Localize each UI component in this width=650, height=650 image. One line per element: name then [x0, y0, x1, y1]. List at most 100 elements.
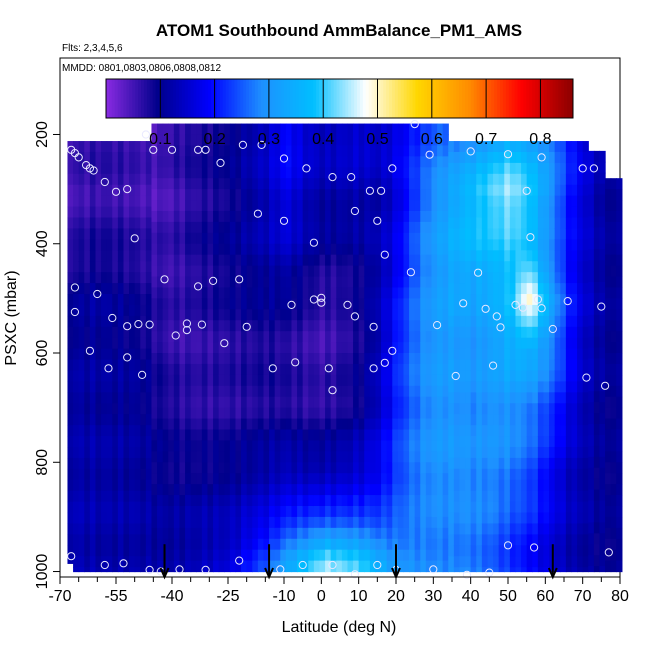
heatmap-cell — [403, 167, 410, 179]
heatmap-cell — [543, 337, 550, 350]
sample-point — [111, 187, 121, 196]
heatmap-cell — [577, 567, 584, 573]
heatmap-cell — [213, 462, 220, 474]
heatmap-cell — [274, 505, 281, 518]
heatmap-cell — [409, 243, 416, 256]
heatmap-cell — [274, 287, 281, 299]
heatmap-cell — [549, 250, 556, 262]
heatmap-cell — [285, 221, 293, 234]
colorbar-slice — [514, 79, 519, 118]
heatmap-cell — [521, 512, 528, 525]
heatmap-cell — [487, 556, 494, 568]
colorbar-slice — [435, 79, 440, 118]
heatmap-cell — [134, 272, 141, 284]
heatmap-cell — [117, 523, 125, 535]
heatmap-cell — [157, 451, 164, 463]
heatmap-cell — [224, 265, 231, 278]
heatmap-cell — [403, 516, 410, 529]
heatmap-cell — [554, 261, 561, 273]
heatmap-cell — [325, 342, 332, 354]
heatmap-cell — [610, 320, 617, 332]
heatmap-cell — [319, 123, 326, 136]
heatmap-cell — [537, 184, 545, 197]
heatmap-cell — [616, 276, 623, 289]
heatmap-cell — [336, 276, 343, 289]
heatmap-cell — [459, 534, 466, 546]
heatmap-cell — [353, 440, 360, 452]
heatmap-cell — [476, 414, 483, 426]
heatmap-cell — [313, 210, 321, 223]
heatmap-cell — [549, 436, 556, 448]
heatmap-cell — [470, 283, 477, 295]
sample-point — [328, 386, 337, 395]
heatmap-cell — [532, 403, 539, 415]
colorbar-slice — [251, 79, 256, 118]
heatmap-cell — [302, 134, 309, 147]
heatmap-cell — [140, 206, 147, 219]
heatmap-cell — [610, 331, 617, 343]
heatmap-cell — [347, 123, 354, 136]
heatmap-cell — [168, 276, 175, 289]
colorbar-slice — [415, 79, 419, 118]
heatmap-cell — [549, 195, 556, 208]
heatmap-cell — [246, 156, 253, 168]
heatmap-cell — [554, 162, 561, 175]
heatmap-cell — [229, 407, 237, 420]
heatmap-cell — [565, 294, 573, 306]
heatmap-cell — [313, 287, 321, 299]
heatmap-cell — [549, 228, 556, 240]
heatmap-cell — [582, 414, 589, 426]
heatmap-cell — [403, 189, 410, 201]
heatmap-cell — [392, 320, 399, 332]
heatmap-cell — [437, 440, 444, 452]
heatmap-cell — [470, 250, 477, 262]
heatmap-cell — [213, 560, 220, 573]
heatmap-cell — [302, 495, 309, 507]
heatmap-cell — [493, 228, 500, 240]
heatmap-cell — [280, 495, 287, 507]
heatmap-cell — [117, 304, 125, 317]
heatmap-cell — [325, 331, 332, 343]
heatmap-cell — [95, 534, 102, 546]
heatmap-cell — [95, 381, 102, 393]
heatmap-cell — [151, 123, 158, 136]
heatmap-cell — [112, 261, 119, 273]
heatmap-cell — [89, 162, 97, 175]
heatmap-cell — [274, 527, 281, 540]
heatmap-cell — [341, 342, 349, 354]
heatmap-cell — [101, 337, 108, 350]
heatmap-cell — [554, 490, 561, 503]
heatmap-cell — [420, 407, 427, 420]
heatmap-cell — [448, 337, 455, 350]
heatmap-cell — [375, 342, 382, 354]
heatmap-cell — [599, 227, 606, 239]
heatmap-cell — [392, 473, 399, 485]
heatmap-cell — [319, 320, 326, 332]
heatmap-cell — [173, 123, 181, 136]
heatmap-cell — [129, 184, 136, 197]
heatmap-cell — [101, 151, 108, 164]
heatmap-cell — [453, 501, 461, 514]
heatmap-cell — [403, 505, 410, 518]
heatmap-cell — [571, 337, 578, 350]
heatmap-cell — [560, 545, 567, 557]
heatmap-cell — [476, 141, 483, 153]
heatmap-cell — [487, 272, 494, 284]
heatmap-cell — [498, 403, 505, 415]
colorbar-slice — [397, 79, 402, 118]
heatmap-cell — [392, 440, 399, 452]
heatmap-cell — [453, 359, 461, 372]
heatmap-cell — [168, 385, 175, 398]
heatmap-cell — [459, 239, 466, 251]
dates-label: MMDD: 0801,0803,0806,0808,0812 — [62, 63, 221, 74]
heatmap-cell — [157, 298, 164, 310]
colorbar-slice — [421, 79, 425, 118]
heatmap-cell — [308, 353, 315, 365]
heatmap-cell — [140, 337, 147, 350]
heatmap-cell — [302, 538, 309, 551]
heatmap-cell — [487, 228, 494, 240]
heatmap-cell — [588, 347, 595, 360]
heatmap-cell — [112, 457, 119, 470]
heatmap-cell — [168, 473, 175, 485]
heatmap-cell — [246, 462, 253, 474]
